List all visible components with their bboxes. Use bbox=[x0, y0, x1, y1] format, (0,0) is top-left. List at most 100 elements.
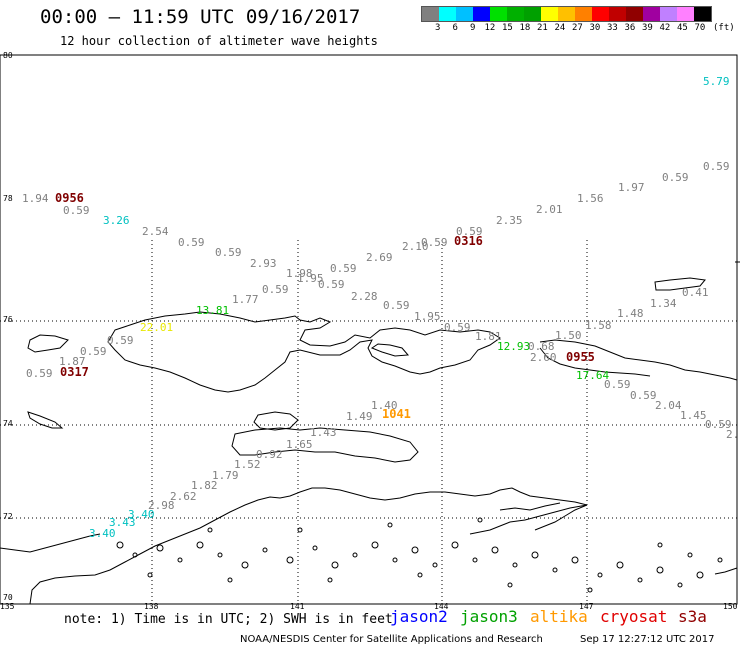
swh-label: 1.40 bbox=[371, 399, 398, 412]
scale-swatch bbox=[660, 7, 677, 21]
scale-swatch bbox=[541, 7, 558, 21]
swh-label: 2.93 bbox=[250, 257, 277, 270]
swh-label: 0.59 bbox=[80, 345, 107, 358]
pass-time-label: 0316 bbox=[454, 234, 483, 248]
scale-label: 39 bbox=[642, 23, 653, 33]
scale-label: 70 bbox=[694, 23, 706, 33]
swh-label: 3.40 bbox=[128, 508, 155, 521]
swh-label: 0.59 bbox=[215, 246, 242, 259]
scale-swatch bbox=[609, 7, 626, 21]
swh-label: 0.59 bbox=[178, 236, 205, 249]
swh-label: 2.28 bbox=[351, 290, 378, 303]
swh-label: 0.59 bbox=[703, 160, 730, 173]
swh-label: 0.92 bbox=[256, 448, 283, 461]
swh-label: 1.98 bbox=[286, 267, 313, 280]
swh-label: 1.50 bbox=[555, 329, 582, 342]
swh-label: 0.59 bbox=[63, 204, 90, 217]
swh-label: 1.95 bbox=[297, 272, 324, 285]
lat-label-76: 76 bbox=[3, 315, 13, 324]
lat-label-78: 78 bbox=[3, 194, 13, 203]
swh-label: 0.59 bbox=[421, 236, 448, 249]
pass-time-labels: 0956 0316 0317 0955 1041 bbox=[55, 191, 595, 421]
lon-label-138: 138 bbox=[144, 602, 159, 611]
swh-label: 0.59 bbox=[444, 321, 471, 334]
credit-line: NOAA/NESDIS Center for Satellite Applica… bbox=[240, 634, 543, 645]
swh-label: 12.93 bbox=[497, 340, 530, 353]
lat-label-70: 70 bbox=[3, 593, 13, 602]
scale-label: 36 bbox=[624, 23, 636, 33]
swh-label: 0.59 bbox=[383, 299, 410, 312]
scale-swatch bbox=[592, 7, 609, 21]
scale-label: 18 bbox=[519, 23, 531, 33]
swh-label: 5.79 bbox=[703, 75, 730, 88]
scale-unit: (ft) bbox=[713, 23, 735, 33]
swh-label: 1.43 bbox=[310, 426, 337, 439]
swh-label: 3.43 bbox=[109, 516, 136, 529]
swh-label: 2.62 bbox=[170, 490, 197, 503]
scale-swatch bbox=[490, 7, 507, 21]
lon-label-135: 135 bbox=[0, 602, 15, 611]
swh-label: 0.59 bbox=[330, 262, 357, 275]
map-frame bbox=[0, 54, 738, 605]
graticule bbox=[0, 240, 737, 604]
scale-label: 12 bbox=[484, 23, 496, 33]
swh-label: 22.01 bbox=[140, 321, 173, 334]
swh-label: 2.6 bbox=[726, 428, 740, 441]
scale-label: 15 bbox=[502, 23, 513, 33]
swh-label: 17.64 bbox=[576, 369, 609, 382]
swh-label: 2.35 bbox=[496, 214, 523, 227]
lon-label-141: 141 bbox=[290, 602, 305, 611]
scale-label: 24 bbox=[554, 23, 566, 33]
scale-swatch bbox=[422, 7, 439, 21]
pass-time-label: 0955 bbox=[566, 350, 595, 364]
scale-swatch bbox=[507, 7, 524, 21]
scale-swatch bbox=[694, 7, 711, 21]
lat-label-74: 74 bbox=[3, 419, 13, 428]
swh-label: 1.87 bbox=[59, 355, 86, 368]
swh-label: 1.77 bbox=[232, 293, 259, 306]
legend-cryosat: cryosat bbox=[600, 607, 668, 626]
swh-label: 3.26 bbox=[103, 214, 130, 227]
swh-label: 1.65 bbox=[286, 438, 313, 451]
swh-label: 0.68 bbox=[528, 340, 555, 353]
lon-label-144: 144 bbox=[434, 602, 449, 611]
swh-label: 1.97 bbox=[618, 181, 645, 194]
swh-label: 1.95 bbox=[414, 310, 441, 323]
swh-label: 1.58 bbox=[585, 319, 612, 332]
scale-swatch bbox=[643, 7, 660, 21]
color-scale bbox=[421, 6, 712, 22]
scale-swatch bbox=[677, 7, 694, 21]
scale-label: 6 bbox=[452, 23, 458, 33]
wave-height-labels: 1.940.593.262.540.590.592.931.981.950.59… bbox=[22, 75, 740, 540]
swh-label: 0.59 bbox=[705, 418, 732, 431]
scale-swatch bbox=[524, 7, 541, 21]
legend-altika: altika bbox=[530, 607, 588, 626]
scale-swatch bbox=[439, 7, 456, 21]
scale-label: 30 bbox=[589, 23, 601, 33]
lon-label-150: 150 bbox=[723, 602, 738, 611]
scale-swatch bbox=[558, 7, 575, 21]
swh-label: 1.52 bbox=[234, 458, 261, 471]
scale-label: 33 bbox=[607, 23, 618, 33]
scale-label: 45 bbox=[677, 23, 688, 33]
coastlines bbox=[0, 261, 740, 605]
swh-label: 3.40 bbox=[89, 527, 116, 540]
swh-label: 2.01 bbox=[536, 203, 563, 216]
map-subtitle: 12 hour collection of altimeter wave hei… bbox=[60, 34, 378, 48]
swh-label: 13.81 bbox=[196, 304, 229, 317]
pass-time-label: 1041 bbox=[382, 407, 411, 421]
swh-label: 0.59 bbox=[456, 225, 483, 238]
swh-label: 0.59 bbox=[630, 389, 657, 402]
scale-swatch bbox=[575, 7, 592, 21]
scale-label: 3 bbox=[435, 23, 441, 33]
swh-label: 1.48 bbox=[617, 307, 644, 320]
legend-jason2: jason2 bbox=[390, 607, 448, 626]
swh-label: 1.81 bbox=[475, 330, 502, 343]
swh-label: 0.59 bbox=[26, 367, 53, 380]
swh-label: 1.94 bbox=[22, 192, 49, 205]
swh-label: 1.82 bbox=[191, 479, 218, 492]
scale-label: 27 bbox=[572, 23, 583, 33]
map-title: 00:00 – 11:59 UTC 09/16/2017 bbox=[40, 6, 361, 28]
swh-label: 0.59 bbox=[318, 278, 345, 291]
